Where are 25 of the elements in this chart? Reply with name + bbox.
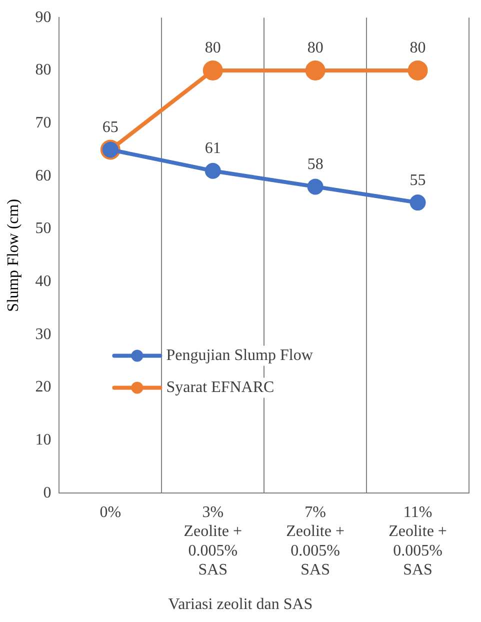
y-tick-label: 90 bbox=[35, 8, 52, 26]
y-tick-label: 30 bbox=[35, 326, 52, 343]
data-label: 58 bbox=[307, 156, 324, 173]
x-tick-label: 11% Zeolite + 0.005% SAS bbox=[388, 504, 447, 579]
data-label: 80 bbox=[307, 40, 324, 57]
data-label: 65 bbox=[102, 118, 118, 136]
x-tick-label: 0% bbox=[100, 504, 122, 522]
y-tick-label: 20 bbox=[35, 378, 52, 396]
y-tick-label: 0 bbox=[43, 484, 52, 502]
data-label: 80 bbox=[204, 40, 221, 57]
data-label: 80 bbox=[410, 40, 426, 57]
y-tick-label: 70 bbox=[35, 114, 52, 132]
x-axis-title: Variasi zeolit dan SAS bbox=[167, 596, 314, 614]
y-tick-label: 50 bbox=[35, 220, 52, 238]
data-label: 55 bbox=[410, 172, 426, 189]
legend-label: Syarat EFNARC bbox=[166, 379, 274, 396]
y-tick-label: 80 bbox=[35, 62, 52, 79]
x-tick-label: 3% Zeolite + 0.005% SAS bbox=[184, 504, 242, 579]
y-tick-label: 40 bbox=[35, 273, 52, 290]
y-tick-label: 60 bbox=[35, 167, 52, 184]
legend-label: Pengujian Slump Flow bbox=[166, 347, 314, 364]
x-tick-label: 7% Zeolite + 0.005% SAS bbox=[286, 504, 344, 579]
y-axis-title: Slump Flow (cm) bbox=[4, 198, 22, 312]
data-label: 61 bbox=[204, 140, 221, 158]
y-tick-label: 10 bbox=[35, 432, 52, 449]
